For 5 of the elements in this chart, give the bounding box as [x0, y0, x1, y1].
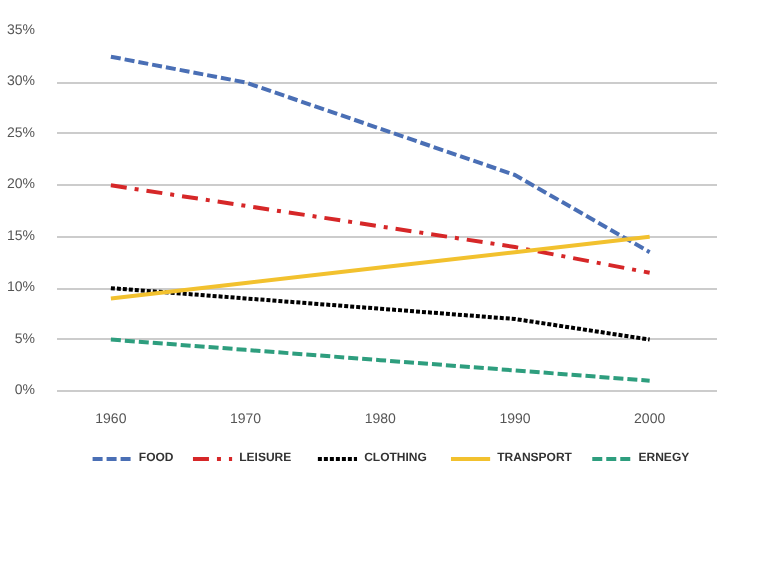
line-series [108, 54, 652, 255]
line-series [108, 234, 652, 301]
line-series [108, 286, 652, 342]
line-series [108, 183, 652, 275]
line-series [108, 337, 652, 383]
